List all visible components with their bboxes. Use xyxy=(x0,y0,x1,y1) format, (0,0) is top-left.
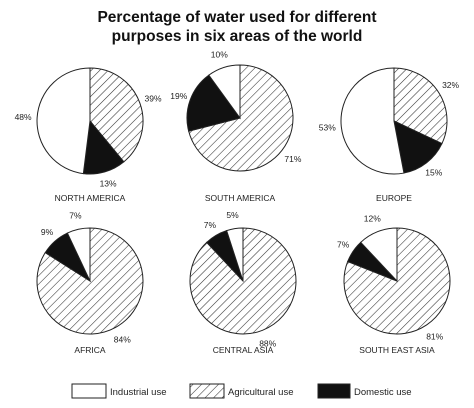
chart-title-line-1: Percentage of water used for different xyxy=(97,9,377,26)
label-europe-domestic-use: 15% xyxy=(425,167,442,177)
label-south-east-asia-industrial-use: 12% xyxy=(364,214,381,224)
label-central-asia-domestic-use: 7% xyxy=(204,220,217,230)
legend-item-domestic-use: Domestic use xyxy=(317,383,412,399)
legend-label-domestic-use: Domestic use xyxy=(354,387,412,398)
region-label-europe: EUROPE xyxy=(376,193,412,203)
legend: Industrial use Agricultural use Domestic u… xyxy=(71,383,412,399)
slice-africa-industrial-use xyxy=(66,227,91,282)
legend-swatch-industrial-use xyxy=(71,383,107,399)
label-europe-agricultural-use: 32% xyxy=(442,80,459,90)
pie-central-asia: 88% 7% 5% CENTRAL ASIA xyxy=(189,210,297,355)
pie-europe: 32% 15% 53% EUROPE xyxy=(319,67,460,203)
label-africa-agricultural-use: 84% xyxy=(114,335,131,345)
region-label-central-asia: CENTRAL ASIA xyxy=(213,345,274,355)
region-label-africa: AFRICA xyxy=(74,345,106,355)
slice-south-america-agricultural-use xyxy=(188,64,294,172)
label-africa-domestic-use: 9% xyxy=(41,227,54,237)
slice-south-america-industrial-use xyxy=(208,64,241,120)
legend-item-industrial-use: Industrial use xyxy=(71,383,167,399)
legend-swatch-domestic-use xyxy=(317,383,351,399)
label-north-america-industrial-use: 48% xyxy=(15,112,32,122)
legend-item-agricultural-use: Agricultural use xyxy=(189,383,293,399)
slice-south-america-domestic-use xyxy=(186,74,241,132)
label-south-east-asia-agricultural-use: 81% xyxy=(426,331,443,341)
chart-title-line-2: purposes in six areas of the world xyxy=(111,28,363,45)
label-africa-industrial-use: 7% xyxy=(69,211,82,221)
slice-north-america-agricultural-use xyxy=(89,67,144,163)
slice-europe-industrial-use xyxy=(340,67,405,175)
pie-africa: 84% 9% 7% AFRICA xyxy=(36,211,144,355)
label-europe-industrial-use: 53% xyxy=(319,122,336,132)
slice-south-east-asia-industrial-use xyxy=(360,227,398,283)
label-south-america-domestic-use: 19% xyxy=(170,91,187,101)
pie-south-east-asia: 81% 7% 12% SOUTH EAST ASIA xyxy=(337,214,451,355)
pie-south-america: 71% 19% 10% SOUTH AMERICA xyxy=(170,49,302,203)
label-central-asia-industrial-use: 5% xyxy=(226,210,239,220)
label-north-america-agricultural-use: 39% xyxy=(144,93,161,103)
label-south-america-agricultural-use: 71% xyxy=(284,154,301,164)
legend-label-agricultural-use: Agricultural use xyxy=(228,387,293,398)
pie-north-america: 39% 13% 48% NORTH AMERICA xyxy=(15,67,162,203)
legend-swatch-agricultural-use xyxy=(189,383,225,399)
region-label-south-america: SOUTH AMERICA xyxy=(205,193,276,203)
legend-label-industrial-use: Industrial use xyxy=(110,387,167,398)
label-central-asia-agricultural-use: 88% xyxy=(259,338,276,348)
slice-europe-domestic-use xyxy=(393,120,443,174)
label-south-america-industrial-use: 10% xyxy=(211,49,228,59)
label-north-america-domestic-use: 13% xyxy=(100,178,117,188)
slice-central-asia-industrial-use xyxy=(225,227,244,282)
label-south-east-asia-domestic-use: 7% xyxy=(337,240,350,250)
region-label-north-america: NORTH AMERICA xyxy=(55,193,126,203)
slice-europe-agricultural-use xyxy=(393,67,448,145)
slice-north-america-industrial-use xyxy=(36,67,91,175)
region-label-south-east-asia: SOUTH EAST ASIA xyxy=(359,345,435,355)
pies-group: 39% 13% 48% NORTH AMERICA 71% 19% 10% SOUTH AME… xyxy=(15,49,460,355)
